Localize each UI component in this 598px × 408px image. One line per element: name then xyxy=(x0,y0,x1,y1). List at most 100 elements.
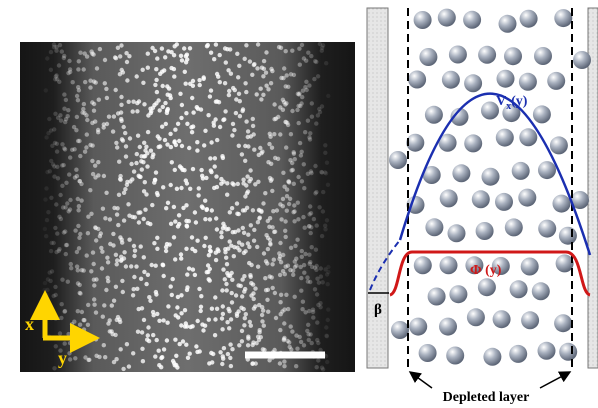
bright-particle xyxy=(212,57,216,61)
bright-particle xyxy=(298,141,302,145)
particle xyxy=(573,51,591,69)
bright-particle xyxy=(130,177,134,181)
bright-particle xyxy=(284,84,288,88)
bright-particle xyxy=(77,59,81,63)
bright-particle xyxy=(85,118,89,122)
bright-particle xyxy=(259,87,263,91)
bright-particle xyxy=(244,119,248,123)
bright-particle xyxy=(209,140,213,144)
bright-particle xyxy=(307,83,311,87)
figure: x y Vx(y) Φ (y) β Depleted layer xyxy=(0,0,598,408)
bright-particle xyxy=(186,356,190,360)
bright-particle xyxy=(303,130,307,134)
bright-particle xyxy=(166,201,170,205)
bright-particle xyxy=(124,144,128,148)
bright-particle xyxy=(188,187,192,191)
bright-particle xyxy=(225,181,229,185)
bright-particle xyxy=(100,266,104,270)
bright-particle xyxy=(301,300,305,304)
bright-particle xyxy=(150,263,154,267)
bright-particle xyxy=(215,138,219,142)
bright-particle xyxy=(154,264,158,268)
particle xyxy=(520,10,538,28)
bright-particle xyxy=(49,68,53,72)
bright-particle xyxy=(125,342,129,346)
bright-particle xyxy=(155,90,159,94)
bright-particle xyxy=(76,208,80,212)
bright-particle xyxy=(306,51,310,55)
bright-particle xyxy=(176,122,180,126)
bright-particle xyxy=(122,250,126,254)
bright-particle xyxy=(319,266,323,270)
particle xyxy=(419,344,437,362)
bright-particle xyxy=(196,107,200,111)
bright-particle xyxy=(107,115,111,119)
bright-particle xyxy=(115,212,119,216)
bright-particle xyxy=(196,319,200,323)
bright-particle xyxy=(202,244,206,248)
bright-particle xyxy=(119,117,123,121)
bright-particle xyxy=(132,275,136,279)
bright-particle xyxy=(169,145,173,149)
bright-particle xyxy=(326,307,330,311)
bright-particle xyxy=(207,253,211,257)
bright-particle xyxy=(314,190,318,194)
bright-particle xyxy=(321,280,325,284)
bright-particle xyxy=(73,175,77,179)
bright-particle xyxy=(49,128,53,132)
bright-particle xyxy=(131,293,135,297)
bright-particle xyxy=(230,181,234,185)
bright-particle xyxy=(236,283,240,287)
bright-particle xyxy=(184,82,188,86)
bright-particle xyxy=(163,138,167,142)
bright-particle xyxy=(260,313,264,317)
bright-particle xyxy=(300,249,304,253)
bright-particle xyxy=(118,54,122,58)
bright-particle xyxy=(215,307,219,311)
bright-particle xyxy=(143,180,147,184)
particle xyxy=(533,105,551,123)
bright-particle xyxy=(323,151,327,155)
bright-particle xyxy=(307,253,311,257)
bright-particle xyxy=(253,182,257,186)
bright-particle xyxy=(111,232,115,236)
bright-particle xyxy=(76,98,80,102)
bright-particle xyxy=(172,205,176,209)
bright-particle xyxy=(283,219,287,223)
bright-particle xyxy=(121,70,125,74)
bright-particle xyxy=(82,268,86,272)
bright-particle xyxy=(55,231,59,235)
bright-particle xyxy=(208,267,212,271)
bright-particle xyxy=(143,148,147,152)
bright-particle xyxy=(286,264,290,268)
bright-particle xyxy=(265,298,269,302)
bright-particle xyxy=(141,359,145,363)
bright-particle xyxy=(318,301,322,305)
bright-particle xyxy=(96,227,100,231)
bright-particle xyxy=(262,324,266,328)
bright-particle xyxy=(269,67,273,71)
bright-particle xyxy=(302,186,306,190)
bright-particle xyxy=(127,364,131,368)
bright-particle xyxy=(95,66,99,70)
bright-particle xyxy=(237,240,241,244)
bright-particle xyxy=(180,58,184,62)
bright-particle xyxy=(264,288,268,292)
bright-particle xyxy=(57,63,61,67)
bright-particle xyxy=(230,206,234,210)
bright-particle xyxy=(269,81,273,85)
bright-particle xyxy=(119,347,123,351)
bright-particle xyxy=(234,293,238,297)
bright-particle xyxy=(205,44,209,48)
bright-particle xyxy=(75,115,79,119)
bright-particle xyxy=(78,291,82,295)
bright-particle xyxy=(273,291,277,295)
bright-particle xyxy=(203,129,207,133)
bright-particle xyxy=(121,367,125,371)
particle xyxy=(512,162,530,180)
bright-particle xyxy=(252,297,256,301)
bright-particle xyxy=(289,246,293,250)
bright-particle xyxy=(184,60,188,64)
bright-particle xyxy=(315,365,319,369)
bright-particle xyxy=(161,105,165,109)
